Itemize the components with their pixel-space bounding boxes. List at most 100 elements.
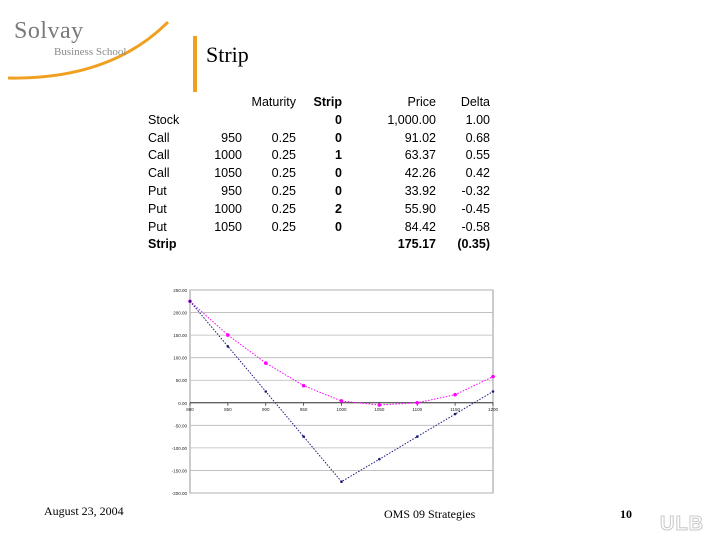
y-tick-label: 0.00	[178, 401, 187, 406]
data-point	[415, 400, 420, 405]
x-tick-label: 1150	[450, 407, 460, 412]
table-cell: 0	[335, 219, 342, 234]
data-point	[339, 399, 344, 403]
column-header: Maturity	[251, 95, 296, 109]
footer-date: August 23, 2004	[44, 504, 124, 518]
table-cell: 0	[335, 130, 342, 145]
table-row: Call 950 0.25 0 91.02 0.68	[148, 130, 490, 148]
table-cell	[242, 112, 296, 130]
table-cell: 91.02	[404, 130, 436, 145]
table-cell: 950	[221, 130, 242, 145]
table-cell: 1000	[214, 148, 242, 163]
table-cell: 42.26	[404, 166, 436, 181]
table-cell: 0.25	[271, 183, 296, 198]
data-point	[378, 457, 381, 461]
table-cell: 175.17	[397, 237, 436, 252]
y-tick-label: -100.00	[172, 446, 188, 451]
table-cell	[202, 112, 242, 130]
strip-table: Maturity Strip Price Delta Stock 0 1,000…	[148, 94, 490, 254]
footer-course: OMS 09 Strategies	[384, 507, 476, 521]
title-accent-bar	[193, 36, 197, 92]
logo-subtitle: Business School	[54, 46, 127, 58]
table-cell: 0.55	[465, 148, 490, 163]
data-point	[263, 361, 268, 365]
table-cell: 1	[335, 148, 342, 163]
table-cell: 1,000.00	[387, 112, 436, 127]
payoff-chart: 250.00 200.00 150.00 100.00 50.00 0.00 -50.00 -…	[172, 288, 499, 496]
table-row: Put 1050 0.25 0 84.42 -0.58	[148, 219, 490, 237]
table-cell: 84.42	[404, 219, 436, 234]
table-cell: 0.25	[271, 219, 296, 234]
table-cell: Call	[148, 166, 170, 181]
y-tick-label: 50.00	[176, 378, 188, 383]
table-cell: -0.58	[461, 219, 491, 234]
table-cell	[296, 236, 342, 254]
column-header: Delta	[460, 95, 490, 109]
table-cell: 0	[335, 166, 342, 181]
table-cell: 1050	[214, 219, 242, 234]
logo-swoosh	[7, 20, 170, 80]
data-point	[491, 374, 495, 379]
table-cell: 0.25	[271, 166, 296, 181]
table-cell: Put	[148, 183, 167, 198]
x-tick-label: 1000	[336, 407, 347, 412]
series-line-1	[189, 300, 494, 483]
data-point	[301, 383, 306, 388]
x-tick-label: 1200	[488, 407, 499, 412]
table-cell: 0.42	[465, 166, 490, 181]
data-point	[302, 435, 305, 438]
y-tick-label: -50.00	[174, 423, 187, 428]
table-cell: -0.45	[461, 201, 491, 216]
data-point	[226, 345, 230, 348]
data-point	[415, 435, 419, 438]
table-row: Put 1000 0.25 2 55.90 -0.45	[148, 201, 490, 219]
table-cell: Call	[148, 130, 170, 145]
data-point	[340, 480, 343, 484]
table-cell: 0.68	[465, 130, 490, 145]
x-tick-label: 900	[262, 407, 270, 412]
table-header-row: Maturity Strip Price Delta	[148, 94, 490, 112]
table-cell: 1050	[214, 166, 242, 181]
table-cell	[242, 236, 296, 254]
column-header: Price	[407, 95, 436, 109]
y-tick-label: -200.00	[172, 491, 188, 496]
data-point	[226, 333, 230, 337]
table-cell: 33.92	[404, 183, 436, 198]
y-tick-label: -150.00	[172, 468, 188, 473]
table-cell: 1000	[214, 201, 242, 216]
slide-title: Strip	[206, 42, 249, 67]
table-cell: 63.37	[404, 148, 436, 163]
data-point	[264, 390, 268, 393]
series-line-0	[189, 300, 494, 406]
table-row: Put 950 0.25 0 33.92 -0.32	[148, 183, 490, 201]
column-header	[148, 94, 202, 112]
page-number: 10	[620, 507, 632, 521]
y-tick-label: 150.00	[173, 333, 187, 338]
table-cell: Strip	[148, 237, 177, 252]
data-point	[453, 412, 457, 416]
table-cell: 0.25	[271, 148, 296, 163]
table-cell	[202, 236, 242, 254]
table-cell: 1.00	[465, 112, 490, 127]
table-cell: 0.25	[271, 130, 296, 145]
x-tick-label: 1100	[412, 407, 422, 412]
x-tick-label: 800	[186, 407, 194, 412]
solvay-logo: Solvay Business School	[0, 0, 180, 90]
data-point	[188, 299, 192, 303]
table-cell: 2	[335, 201, 342, 216]
data-point	[453, 392, 457, 397]
x-tick-label: 850	[224, 407, 232, 412]
data-point	[491, 390, 495, 393]
table-cell: Put	[148, 219, 167, 234]
table-cell: 950	[221, 183, 242, 198]
table-cell: Put	[148, 201, 167, 216]
column-header: Strip	[313, 95, 342, 109]
table-cell: 0.25	[271, 201, 296, 216]
x-tick-label: 950	[300, 407, 308, 412]
table-row: Call 1000 0.25 1 63.37 0.55	[148, 147, 490, 165]
table-row: Stock 0 1,000.00 1.00	[148, 112, 490, 130]
table-total-row: Strip 175.17 (0.35)	[148, 236, 490, 254]
table-cell: Stock	[148, 112, 180, 127]
y-tick-label: 100.00	[173, 356, 187, 361]
table-cell: 0	[335, 183, 342, 198]
